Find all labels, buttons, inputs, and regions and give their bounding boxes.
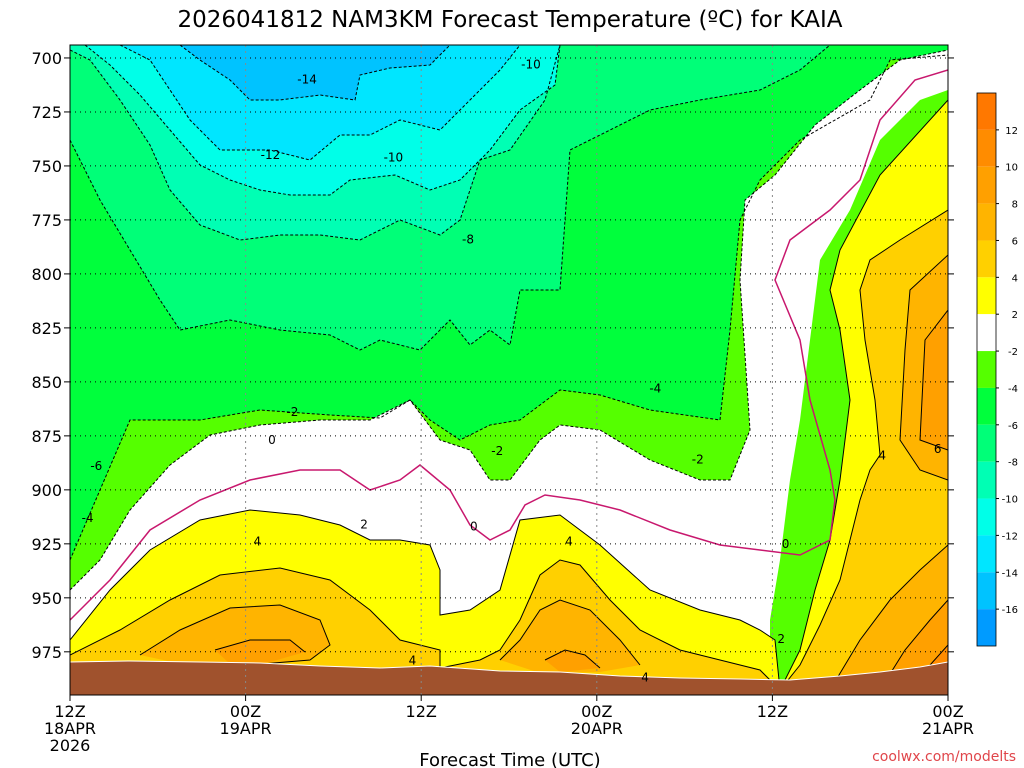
colorbar-label: -10 <box>1002 495 1018 506</box>
contour-label: 4 <box>878 448 886 462</box>
colorbar-swatch <box>977 314 996 352</box>
contour-label: 4 <box>565 535 573 549</box>
colorbar-label: 4 <box>1012 273 1018 284</box>
contour-label: 4 <box>409 653 417 667</box>
contour-label: 6 <box>934 442 942 456</box>
x-tick-label-l1: 12Z <box>54 702 85 721</box>
colorbar-label: 8 <box>1012 200 1018 211</box>
contour-label: -2 <box>692 453 704 467</box>
band-4-to-6 <box>70 210 948 695</box>
colorbar-swatch <box>977 498 996 536</box>
colorbar-swatch <box>977 572 996 610</box>
colorbar-swatch <box>977 129 996 167</box>
y-tick-label: 850 <box>31 373 62 392</box>
colorbar-label: -8 <box>1008 458 1018 469</box>
y-tick-label: 750 <box>31 157 62 176</box>
band--16-to--14 <box>180 45 450 100</box>
x-tick-label-l3: 2026 <box>50 736 91 755</box>
colorbar-swatch <box>977 93 996 130</box>
band--14-to--12 <box>120 45 520 160</box>
colorbar-frame <box>976 92 997 647</box>
colorbar-label: -16 <box>1002 605 1018 616</box>
x-tick-label-l1: 12Z <box>406 702 437 721</box>
colorbar-label: -4 <box>1008 384 1018 395</box>
surface-terrain <box>70 661 948 695</box>
colorbar-swatch <box>977 461 996 499</box>
colorbar-label: 12 <box>1005 126 1018 137</box>
colorbar-swatch <box>977 351 996 388</box>
contour-label: 0 <box>782 537 790 551</box>
colorbar-swatch <box>977 277 996 315</box>
contour-label-layer: -14 -12 -10 -10 -8 -6 -4 -4 -2 -2 -2 0 0 0 2 2 4 4 4 4 4 6 <box>82 57 942 685</box>
y-tick-label: 950 <box>31 589 62 608</box>
y-tick-label: 925 <box>31 535 62 554</box>
y-tick-label: 875 <box>31 427 62 446</box>
colorbar-label: 10 <box>1005 163 1018 174</box>
credit-text: coolwx.com/modelts <box>872 749 1016 765</box>
colorbar-label: 6 <box>1012 236 1018 247</box>
colorbar-label: -12 <box>1002 531 1018 542</box>
colorbar-swatch <box>977 387 996 425</box>
colorbar-swatch <box>977 609 996 646</box>
band-2-to-4 <box>70 100 948 695</box>
y-tick-label: 825 <box>31 319 62 338</box>
colorbar-label: -2 <box>1008 347 1018 358</box>
plot-frame <box>69 44 949 696</box>
y-axis: 700 725 750 775 800 825 850 875 900 925 950 975 <box>31 49 954 662</box>
band-8-to-10 <box>215 310 948 695</box>
colorbar-swatch <box>977 166 996 204</box>
x-tick-label-l2: 21APR <box>922 719 974 738</box>
plot-area: -14 -12 -10 -10 -8 -6 -4 -4 -2 -2 -2 0 0 0 2 2 4 4 4 4 4 6 <box>70 45 948 695</box>
contour-label: -10 <box>521 57 541 71</box>
contour-label: 4 <box>641 671 649 685</box>
contour-label: -6 <box>90 459 102 473</box>
y-tick-label: 725 <box>31 103 62 122</box>
contour-label: -14 <box>297 73 317 87</box>
colorbar-swatch <box>977 240 996 278</box>
x-tick-label-l1: 12Z <box>757 702 788 721</box>
x-tick-label-l2: 18APR <box>44 719 96 738</box>
contour-label: -12 <box>261 148 281 162</box>
colorbar-label: -14 <box>1002 568 1018 579</box>
colorbar-label: -6 <box>1008 421 1018 432</box>
x-tick-label-l1: 00Z <box>230 702 261 721</box>
contour-label: -10 <box>384 150 404 164</box>
contour-label: -2 <box>286 405 298 419</box>
x-tick-label-l1: 00Z <box>581 702 612 721</box>
y-tick-label: 900 <box>31 481 62 500</box>
colorbar-swatch <box>977 203 996 241</box>
x-tick-label-l2: 19APR <box>220 719 272 738</box>
x-tick-label-l1: 00Z <box>932 702 963 721</box>
y-tick-label: 775 <box>31 211 62 230</box>
y-tick-label: 975 <box>31 643 62 662</box>
contour-label: -2 <box>491 444 503 458</box>
x-tick-label-l2: 20APR <box>571 719 623 738</box>
x-axis-title: Forecast Time (UTC) <box>419 750 600 768</box>
contour-label: -8 <box>462 232 474 246</box>
colorbar-swatch <box>977 424 996 462</box>
contour-label: 2 <box>777 632 785 646</box>
grid-lines <box>70 45 948 695</box>
chart-title: 2026041812 NAM3KM Forecast Temperature (… <box>178 7 843 33</box>
contour-label: -4 <box>649 381 661 395</box>
contour-label: 0 <box>268 433 276 447</box>
contour-label: -4 <box>82 511 94 525</box>
colorbar: 12 10 8 6 4 2 -2 -4 -6 -8 -10 -12 -14 -16 <box>976 92 1018 647</box>
colorbar-swatch <box>977 535 996 573</box>
surface-edge <box>70 660 948 681</box>
colorbar-label: 2 <box>1012 310 1018 321</box>
contour-label: 2 <box>360 517 368 531</box>
contour-label: 0 <box>470 520 478 534</box>
zero-degree-contour <box>70 69 948 621</box>
y-tick-label: 700 <box>31 49 62 68</box>
y-tick-label: 800 <box>31 265 62 284</box>
contour-label: 4 <box>253 535 261 549</box>
